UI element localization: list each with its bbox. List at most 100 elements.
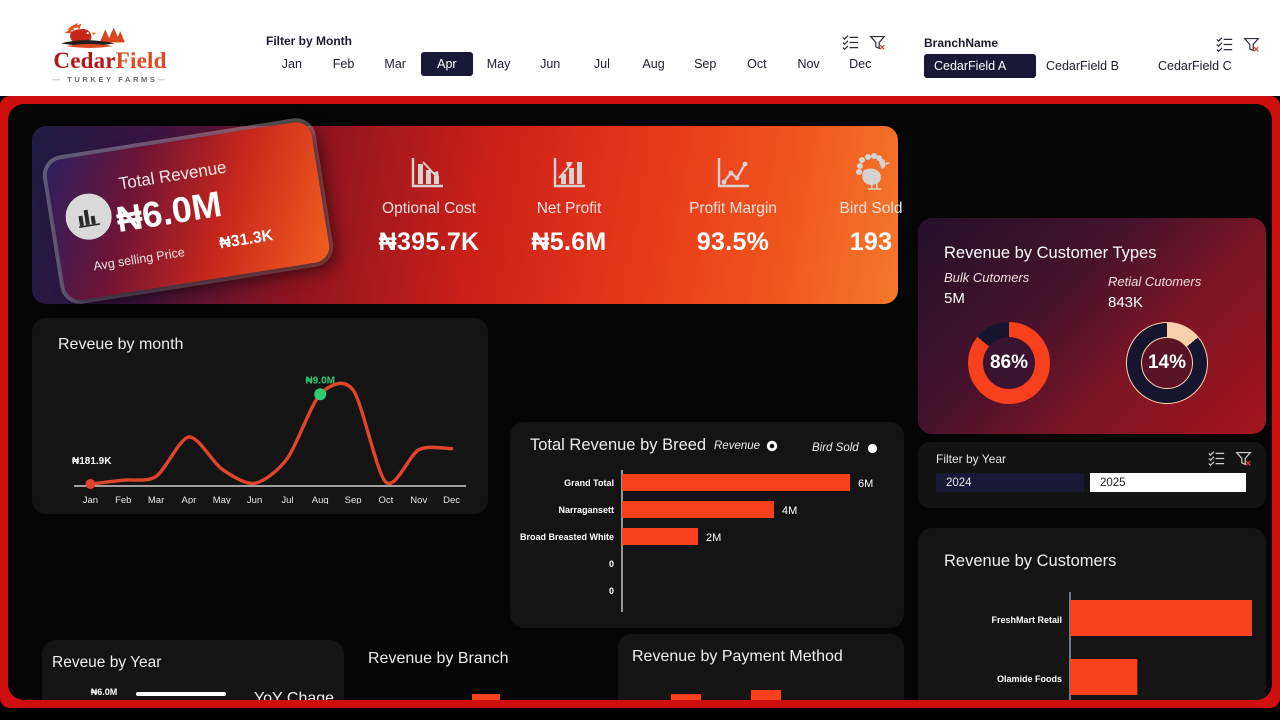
month-chip-jan[interactable]: Jan (281, 57, 302, 71)
kpi-label: Net Profit (536, 200, 602, 217)
retail-customers-donut[interactable]: 14% (1126, 322, 1208, 404)
branch-chip-cedarfield-b[interactable]: CedarField B (1046, 59, 1119, 73)
month-chip-aug[interactable]: Aug (642, 57, 665, 71)
radio-selected-icon[interactable] (766, 440, 778, 452)
clear-filter-icon[interactable] (1243, 36, 1260, 53)
line-chart-icon (658, 150, 808, 196)
bar (671, 694, 701, 700)
bar (622, 474, 850, 491)
year-option-2025[interactable]: 2025 (1090, 473, 1246, 492)
month-filter-title: Filter by Month (266, 34, 352, 48)
revenue-by-year-panel: Reveue by Year ₦6.0MY2024₦634.6KY2025 Yo… (42, 640, 344, 700)
horizontal-scrollbar[interactable] (136, 692, 226, 696)
multi-select-icon[interactable] (842, 34, 859, 51)
avg-selling-price-value: ₦31.3K (218, 227, 275, 253)
month-chip-mar[interactable]: Mar (384, 57, 406, 71)
revenue-by-branch-panel: Revenue by Branch CashPOSTransfer (358, 636, 614, 700)
breed-legend-bird-sold[interactable]: Bird Sold (812, 442, 878, 454)
x-axis-label: May (213, 495, 231, 504)
multi-select-icon[interactable] (1208, 450, 1225, 467)
bulk-percent: 86% (983, 337, 1035, 389)
kpi-value: ₦5.6M (531, 228, 607, 256)
branch-filter-title: BranchName (924, 36, 999, 50)
brand-logo: CedarField TURKEY FARMS (20, 22, 200, 84)
value-label: 6M (858, 478, 873, 490)
turkey-icon (796, 150, 946, 196)
total-revenue-card[interactable]: Total Revenue ₦6.0M Avg selling Price ₦3… (44, 119, 332, 303)
month-chip-jun[interactable]: Jun (540, 57, 561, 71)
bulk-customers-value: 5M (944, 290, 965, 307)
bar-chart-down-icon (354, 150, 504, 196)
month-chip-sep[interactable]: Sep (694, 57, 717, 71)
app-header: CedarField TURKEY FARMS Filter by Month … (0, 0, 1280, 96)
breed-legend-revenue[interactable]: Revenue (714, 440, 778, 452)
category-label: Grand Total (564, 478, 614, 488)
x-axis-label: Sep (345, 495, 362, 504)
bar (472, 694, 500, 700)
year-bar-chart[interactable]: ₦6.0MY2024₦634.6KY2025 (46, 680, 246, 700)
panel-title: Revenue by Payment Method (632, 648, 843, 665)
category-label: Narragansett (558, 505, 614, 515)
avg-selling-price-label: Avg selling Price (92, 245, 186, 274)
month-chip-dec[interactable]: Dec (849, 57, 872, 71)
panel-title: Reveue by Year (52, 654, 162, 671)
bar-chart-up-icon (494, 150, 644, 196)
revenue-line-chart[interactable]: ₦181.9K ₦9.0M Jan Feb Mar Apr May Jun Jul Aug Se… (44, 364, 476, 504)
kpi-bird-sold[interactable]: Bird Sold 193 (796, 150, 946, 257)
month-filter-icons (842, 34, 886, 51)
value-label: ₦6.0M (91, 687, 118, 697)
panel-title: Revenue by Branch (368, 650, 509, 667)
multi-select-icon[interactable] (1216, 36, 1233, 53)
line-start-annotation: ₦181.9K (72, 456, 112, 467)
dashboard-frame: Total Revenue ₦6.0M Avg selling Price ₦3… (0, 96, 1280, 708)
revenue-by-month-panel: Reveue by month ₦181.9K ₦9.0M Jan Feb Mar A… (32, 318, 488, 514)
month-chip-list[interactable]: Jan Feb Mar Apr May Jun Jul Aug Sep Oct Nov Dec (266, 52, 886, 76)
yoy-label: YoY Chage (253, 690, 335, 700)
category-label: 0 (609, 586, 614, 596)
breed-bar-chart[interactable]: Grand Total 6M Narragansett 4M Broad Breaste… (518, 466, 898, 616)
brand-name-second: Field (115, 48, 167, 73)
retail-percent: 14% (1141, 337, 1193, 389)
panel-title: Reveue by month (58, 336, 184, 353)
legend-label: Revenue (714, 440, 761, 452)
clear-filter-icon[interactable] (869, 34, 886, 51)
branch-bar-chart[interactable]: CashPOSTransfer (362, 678, 610, 700)
bulk-customers-donut[interactable]: 86% (968, 322, 1050, 404)
panel-title: Revenue by Customers (944, 552, 1117, 570)
clear-filter-icon[interactable] (1235, 450, 1252, 467)
kpi-profit-margin[interactable]: Profit Margin 93.5% (658, 150, 808, 257)
month-chip-jul[interactable]: Jul (593, 57, 610, 71)
branch-chip-cedarfield-a[interactable]: CedarField A (924, 54, 1036, 78)
month-chip-feb[interactable]: Feb (332, 57, 355, 71)
branch-chip-cedarfield-c[interactable]: CedarField C (1158, 59, 1232, 73)
year-filter-title: Filter by Year (936, 452, 1007, 466)
category-label: FreshMart Retail (991, 615, 1062, 625)
month-chip-nov[interactable]: Nov (797, 57, 820, 71)
value-label: 4M (782, 505, 797, 517)
month-chip-may[interactable]: May (486, 57, 511, 71)
legend-label: Bird Sold (812, 442, 859, 454)
month-chip-oct[interactable]: Oct (747, 57, 767, 71)
x-axis-label: Jun (247, 495, 262, 504)
x-axis-label: Jul (281, 495, 293, 504)
bar (622, 501, 774, 518)
retail-customers-label: Retial Cutomers (1108, 274, 1202, 289)
kpi-value: 193 (849, 228, 893, 256)
revenue-by-breed-panel: Total Revenue by Breed Revenue Bird Sold… (510, 422, 904, 628)
x-axis-label: Oct (379, 495, 394, 504)
turkey-farm-logo-icon (60, 22, 125, 48)
kpi-value: 93.5% (696, 228, 770, 256)
kpi-optional-cost[interactable]: Optional Cost ₦395.7K (354, 150, 504, 257)
bar (1070, 600, 1252, 636)
revenue-by-customers-panel: Revenue by Customers FreshMart Retail Ola… (918, 528, 1266, 700)
dot-icon[interactable] (867, 443, 878, 454)
month-chip-apr[interactable]: Apr (421, 52, 473, 76)
bar (1070, 659, 1138, 695)
branch-chip-list[interactable]: CedarField A CedarField B CedarField C (924, 54, 1260, 78)
kpi-label: Profit Margin (689, 200, 777, 217)
year-option-2024[interactable]: 2024 (936, 473, 1084, 492)
kpi-net-profit[interactable]: Net Profit ₦5.6M (494, 150, 644, 257)
retail-customers-value: 843K (1108, 294, 1144, 311)
